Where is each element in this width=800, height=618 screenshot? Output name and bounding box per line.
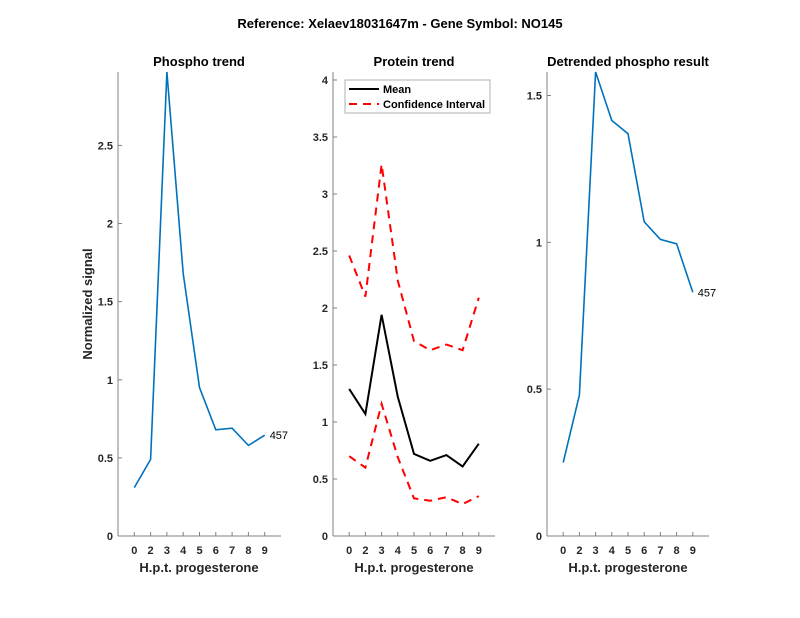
x-tick-label: 7 (229, 545, 235, 557)
y-tick-label: 0.5 (313, 474, 328, 486)
x-tick-label: 2 (576, 545, 582, 557)
x-tick-label: 7 (657, 545, 663, 557)
x-tick-label: 6 (427, 545, 433, 557)
x-tick-label: 3 (379, 545, 385, 557)
y-tick-label: 4 (322, 75, 329, 87)
x-tick-label: 5 (625, 545, 631, 557)
phospho-series-line (562, 71, 694, 463)
x-tick-label: 9 (690, 545, 696, 557)
x-axis-label: H.p.t. progesterone (354, 560, 473, 575)
x-tick-label: 7 (443, 545, 449, 557)
x-tick-label: 4 (395, 545, 402, 557)
x-tick-label: 4 (180, 545, 187, 557)
x-tick-label: 2 (148, 545, 154, 557)
x-tick-label: 9 (476, 545, 482, 557)
x-tick-label: 0 (346, 545, 352, 557)
y-tick-label: 0.5 (527, 384, 542, 396)
x-tick-label: 5 (411, 545, 417, 557)
panel-title: Detrended phospho result (547, 54, 709, 69)
x-tick-label: 0 (560, 545, 566, 557)
x-tick-label: 4 (609, 545, 616, 557)
y-tick-label: 1 (107, 375, 113, 387)
y-tick-label: 1.5 (527, 90, 542, 102)
series-annotation: 457 (270, 430, 288, 442)
x-tick-label: 5 (196, 545, 202, 557)
legend: Mean Confidence Interval (344, 79, 491, 114)
y-tick-label: 1.5 (313, 360, 328, 372)
x-tick-label: 6 (213, 545, 219, 557)
mean-series-line (348, 314, 480, 468)
phospho-trend-panel: Phospho trend H.p.t. progesterone Normal… (80, 54, 288, 575)
y-tick-label: 1 (536, 237, 542, 249)
y-tick-label: 0 (536, 531, 542, 543)
x-axis-label: H.p.t. progesterone (568, 560, 687, 575)
detrended-phospho-panel: Detrended phospho result H.p.t. progeste… (527, 54, 716, 575)
x-tick-label: 0 (131, 545, 137, 557)
series-annotation: 457 (698, 287, 716, 299)
legend-label-ci: Confidence Interval (383, 99, 485, 111)
x-axis-label: H.p.t. progesterone (139, 560, 258, 575)
y-tick-label: 2.5 (98, 140, 113, 152)
y-axis-label: Normalized signal (80, 248, 95, 359)
figure-title: Reference: Xelaev18031647m - Gene Symbol… (237, 16, 562, 31)
phospho-series-line (133, 71, 266, 489)
legend-box (344, 79, 491, 114)
y-tick-label: 2 (107, 219, 113, 231)
panel-title: Protein trend (374, 54, 455, 69)
y-tick-label: 0 (322, 531, 328, 543)
y-tick-label: 0.5 (98, 453, 113, 465)
y-tick-label: 2.5 (313, 246, 328, 258)
y-tick-label: 3 (322, 189, 328, 201)
x-tick-label: 8 (460, 545, 466, 557)
y-tick-label: 2 (322, 303, 328, 315)
x-tick-label: 6 (641, 545, 647, 557)
x-tick-label: 9 (262, 545, 268, 557)
x-tick-label: 3 (593, 545, 599, 557)
x-tick-label: 8 (245, 545, 251, 557)
ci-lower-series-line (348, 400, 480, 506)
x-tick-label: 3 (164, 545, 170, 557)
legend-label-mean: Mean (383, 84, 411, 96)
panel-title: Phospho trend (153, 54, 245, 69)
x-tick-label: 2 (362, 545, 368, 557)
y-tick-label: 1.5 (98, 297, 113, 309)
y-tick-label: 1 (322, 417, 328, 429)
ci-upper-series-line (348, 164, 480, 352)
x-tick-label: 8 (674, 545, 680, 557)
protein-trend-panel: Protein trend H.p.t. progesterone Mean C… (313, 54, 495, 575)
y-tick-label: 0 (107, 531, 113, 543)
y-tick-label: 3.5 (313, 132, 328, 144)
